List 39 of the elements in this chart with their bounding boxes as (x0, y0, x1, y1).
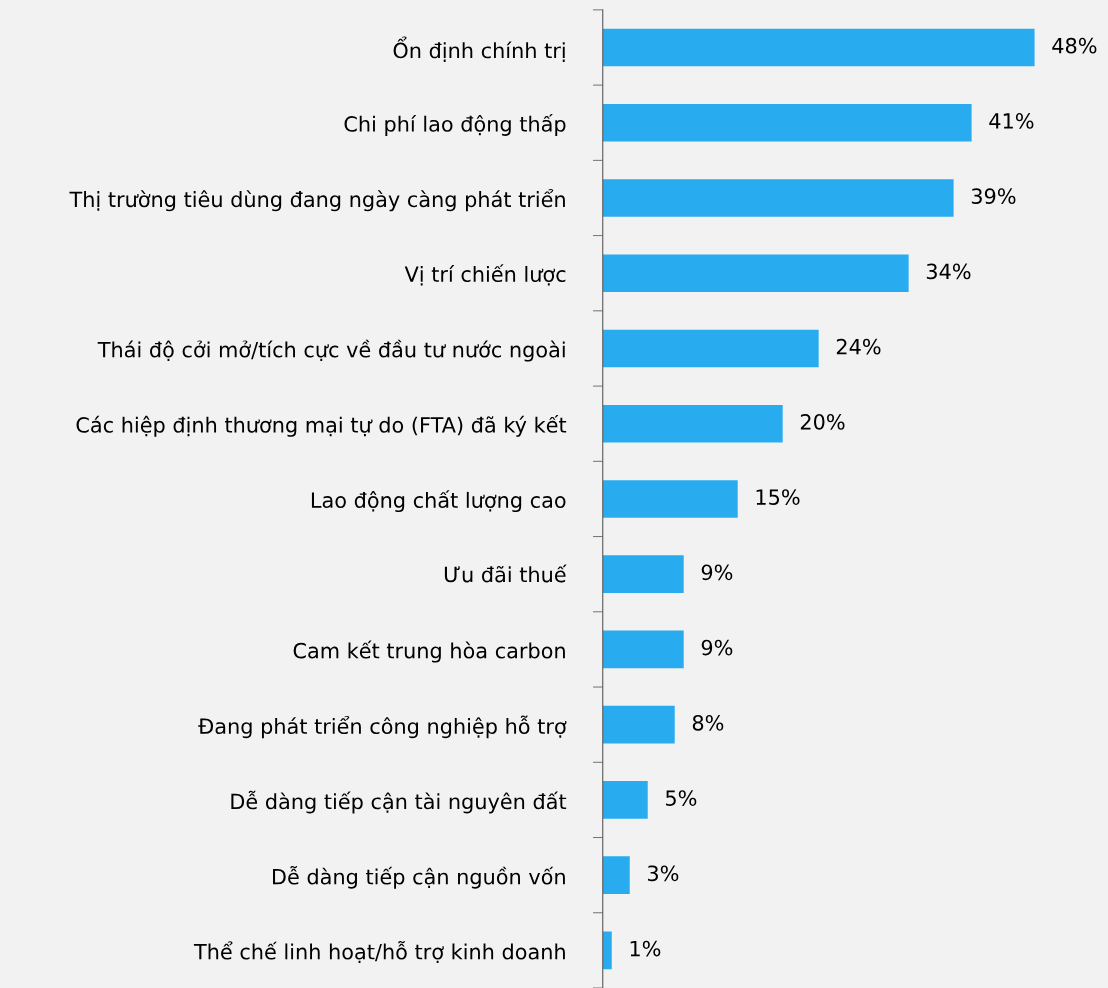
bar (602, 781, 648, 819)
y-tick-label: Đang phát triển công nghiệp hỗ trợ (198, 715, 567, 739)
bar (602, 103, 972, 142)
data-label: 41% (989, 113, 1034, 129)
y-tick-label: Ổn định chính trị (393, 36, 565, 62)
bar (602, 254, 909, 293)
bar (602, 555, 684, 593)
data-label: 15% (756, 489, 800, 505)
data-label: 1% (630, 940, 661, 957)
data-label: 24% (836, 338, 881, 355)
bar (602, 705, 675, 744)
data-label: 3% (648, 865, 679, 882)
y-tick-label: Dễ dàng tiếp cận tài nguyên đất (231, 790, 567, 814)
y-tick-label: Chi phí lao động thấp (344, 113, 566, 136)
y-tick-label: Thị trường tiêu dùng đang ngày càng phát triển (69, 189, 565, 212)
y-tick-label: Ưu đãi thuế (444, 564, 567, 583)
data-label: 20% (800, 413, 845, 430)
data-label: 5% (666, 790, 697, 806)
bar (602, 931, 612, 970)
data-label: 39% (971, 188, 1016, 205)
y-tick-label: Dễ dàng tiếp cận nguồn vốn (273, 865, 565, 889)
y-tick-label: Vị trí chiến lược (404, 264, 566, 286)
bar (602, 28, 1035, 67)
data-label: 9% (701, 564, 733, 581)
data-label: 34% (926, 263, 971, 280)
bar (602, 404, 783, 443)
y-tick-label: Các hiệp định thương mại tự do (FTA) đã ký kết (76, 414, 567, 437)
data-label: 48% (1052, 37, 1097, 54)
bar (602, 179, 954, 217)
bar (602, 630, 684, 669)
y-tick-label: Lao động chất lượng cao (311, 490, 566, 513)
data-label: 8% (692, 714, 724, 731)
data-label: 9% (701, 639, 733, 656)
bar (602, 480, 738, 518)
y-tick-label: Thái độ cởi mở/tích cực về đầu tư nước ngoài (97, 339, 565, 362)
bar (602, 856, 630, 894)
y-tick-label: Thể chế linh hoạt/hỗ trợ kinh doanh (193, 940, 565, 964)
y-tick-label: Cam kết trung hòa carbon (293, 640, 565, 663)
bar (602, 329, 819, 368)
